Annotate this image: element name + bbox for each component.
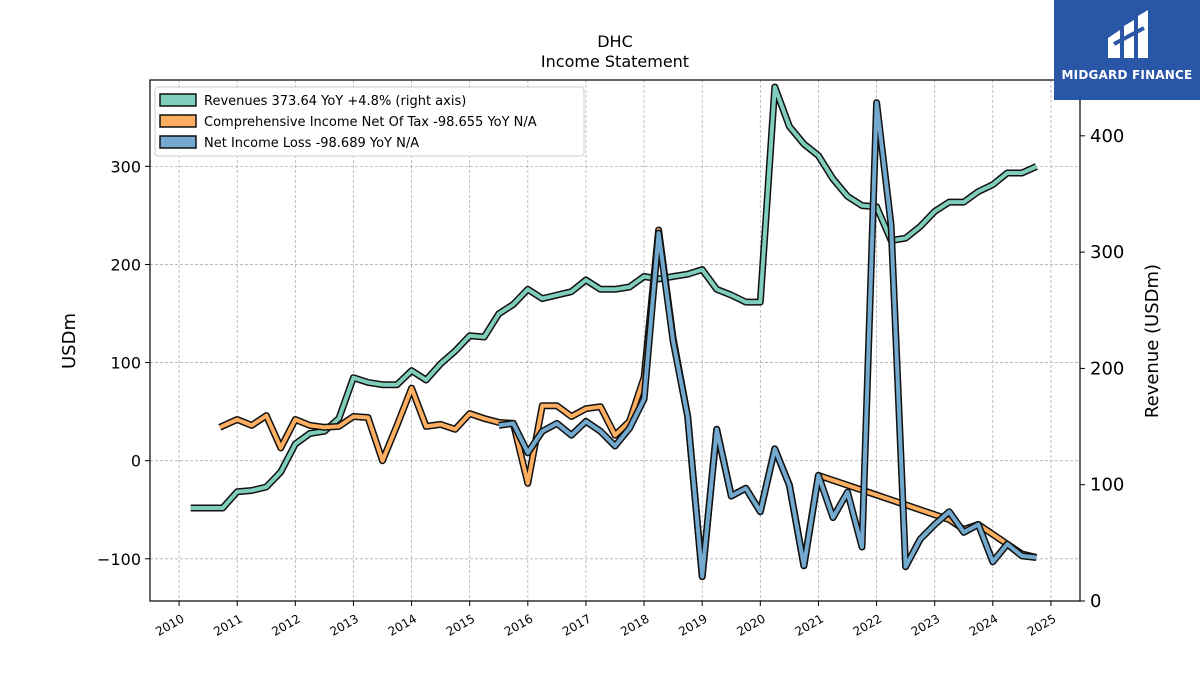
x-tick-label: 2021 xyxy=(792,611,825,638)
legend-entry: Revenues 373.64 YoY +4.8% (right axis) xyxy=(204,94,466,109)
grid xyxy=(150,80,1080,601)
y-tick-label-right: 100 xyxy=(1090,475,1124,496)
plot-frame xyxy=(149,79,1081,602)
x-tick-label: 2015 xyxy=(444,611,477,638)
y-tick-label-right: 200 xyxy=(1090,358,1124,379)
y-tick-label-left: −100 xyxy=(97,550,141,569)
y-tick-label-left: 100 xyxy=(110,354,141,373)
axes: 2010 2011 2012 2013 2014 2015 2016 2017 2018 2019… xyxy=(97,126,1124,639)
y-tick-label-right: 300 xyxy=(1090,242,1124,263)
x-tick-label: 2016 xyxy=(502,611,535,638)
y-tick-label-left: 300 xyxy=(110,157,141,176)
legend-swatch xyxy=(159,135,197,149)
legend-box xyxy=(154,86,585,157)
brand-logo: MIDGARD FINANCE xyxy=(1054,0,1200,100)
y-axis-label-right: Revenue (USDm) xyxy=(1142,264,1163,418)
legend-swatch xyxy=(159,93,197,107)
legend: Revenues 373.64 YoY +4.8% (right axis) Co… xyxy=(154,86,585,157)
x-tick-label: 2023 xyxy=(909,611,942,638)
x-tick-label: 2019 xyxy=(676,611,709,638)
x-tick-label: 2014 xyxy=(386,611,419,638)
x-tick-label: 2020 xyxy=(734,611,767,638)
y-tick-label-right: 0 xyxy=(1090,591,1101,612)
logo-text: MIDGARD FINANCE xyxy=(1061,68,1193,82)
x-tick-label: 2017 xyxy=(560,611,593,638)
x-tick-label: 2010 xyxy=(153,611,186,638)
series-layer xyxy=(190,83,1038,580)
x-tick-label: 2013 xyxy=(327,611,360,638)
y-axis-label-left: USDm xyxy=(59,313,80,369)
y-tick-label-right: 400 xyxy=(1090,126,1124,147)
x-tick-label: 2011 xyxy=(211,611,244,638)
x-tick-label: 2024 xyxy=(967,611,1000,638)
legend-entry: Net Income Loss -98.689 YoY N/A xyxy=(204,136,419,151)
series-line-net-income-loss xyxy=(498,100,1037,579)
x-tick-label: 2025 xyxy=(1025,611,1058,638)
legend-swatch xyxy=(159,114,197,128)
midgard-logo-icon xyxy=(1108,10,1148,58)
chart-title: DHC xyxy=(597,32,633,51)
x-tick-label: 2022 xyxy=(851,611,884,638)
series-line-revenues xyxy=(190,85,1038,510)
y-tick-label-left: 0 xyxy=(131,452,141,471)
legend-entry: Comprehensive Income Net Of Tax -98.655 … xyxy=(204,115,537,130)
y-tick-label-left: 200 xyxy=(110,255,141,274)
x-tick-label: 2012 xyxy=(269,611,302,638)
x-tick-label: 2018 xyxy=(618,611,651,638)
chart-subtitle: Income Statement xyxy=(540,52,690,71)
